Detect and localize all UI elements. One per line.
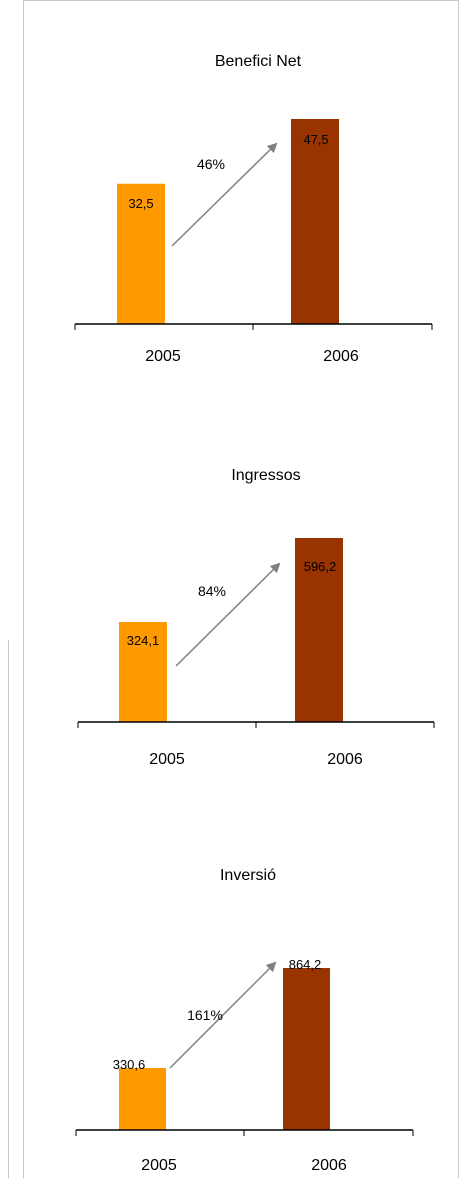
bar-2006 <box>295 538 343 722</box>
chart-benefici-net: Benefici Net 32,5 47,5 46% 2005 2006 <box>74 53 433 365</box>
frame-border-top <box>23 0 459 1</box>
frame-border-right <box>458 0 459 1178</box>
bar-2005 <box>117 183 165 324</box>
chart-title: Ingressos <box>231 467 300 484</box>
bar-2005 <box>119 1068 166 1130</box>
outer-frame-border <box>8 640 9 1178</box>
growth-label: 161% <box>187 1007 223 1023</box>
chart-title: Benefici Net <box>215 53 302 70</box>
growth-arrow <box>175 562 281 667</box>
x-tick-label-2006: 2006 <box>311 1157 347 1174</box>
data-label-2005: 32,5 <box>128 196 153 211</box>
x-tick-label-2006: 2006 <box>327 751 363 768</box>
data-label-2005: 330,6 <box>113 1057 146 1072</box>
growth-label: 84% <box>198 583 226 599</box>
x-tick-label-2005: 2005 <box>145 348 181 365</box>
bar-2006 <box>283 968 330 1130</box>
data-label-2006: 864,2 <box>289 957 322 972</box>
data-label-2006: 596,2 <box>304 559 337 574</box>
growth-arrow <box>171 142 278 247</box>
growth-label: 46% <box>197 156 225 172</box>
x-tick-label-2006: 2006 <box>323 348 359 365</box>
chart-title: Inversió <box>220 867 276 884</box>
frame-border-left <box>23 0 24 1178</box>
growth-arrow <box>169 961 277 1069</box>
x-tick-label-2005: 2005 <box>141 1157 177 1174</box>
chart-inversio: Inversió 330,6 864,2 161% 2005 2006 <box>75 867 414 1174</box>
bar-2005 <box>119 621 167 722</box>
data-label-2005: 324,1 <box>127 633 160 648</box>
chart-ingressos: Ingressos 324,1 596,2 84% 2005 2006 <box>77 467 435 768</box>
x-tick-label-2005: 2005 <box>149 751 185 768</box>
bar-2006 <box>291 119 339 324</box>
data-label-2006: 47,5 <box>303 132 328 147</box>
